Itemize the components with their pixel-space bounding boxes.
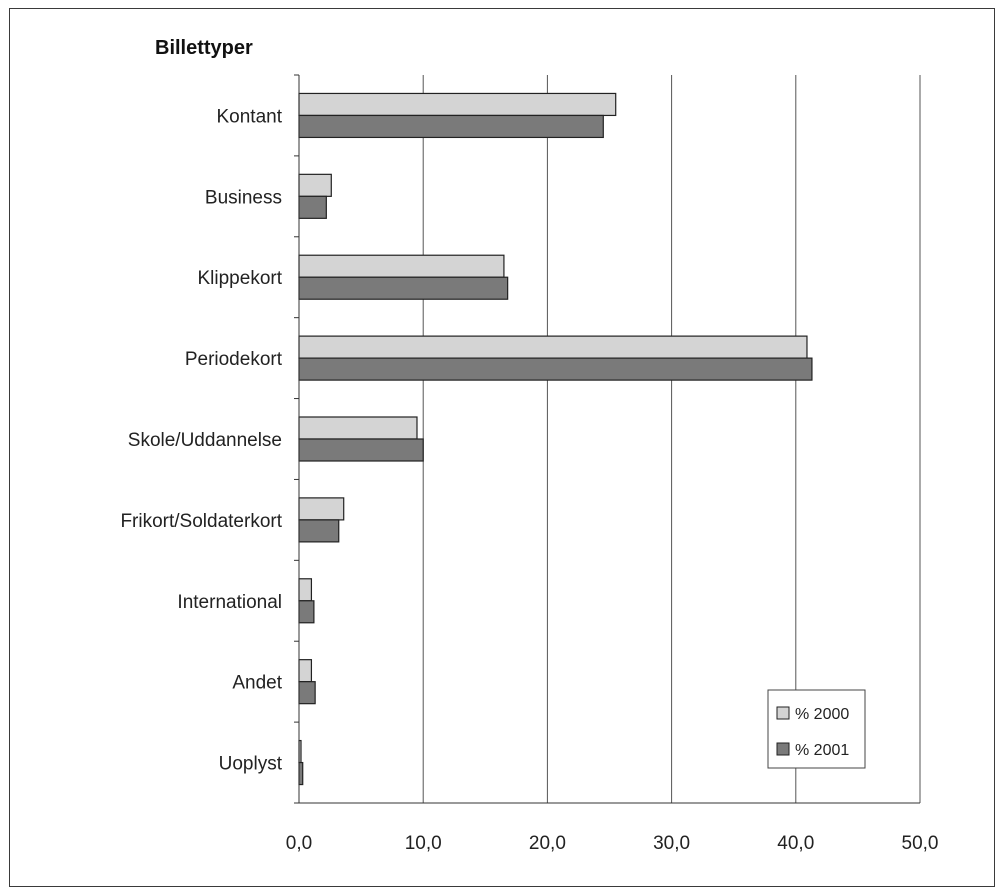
- category-label: Skole/Uddannelse: [128, 430, 282, 451]
- x-tick-label: 40,0: [777, 833, 814, 854]
- bar-2000: [298, 659, 313, 683]
- bar-2000: [298, 335, 808, 359]
- legend-swatch: [776, 706, 790, 720]
- legend-label: % 2001: [795, 742, 849, 759]
- x-tick-label: 0,0: [286, 833, 312, 854]
- bar-2001: [298, 600, 315, 624]
- bar-2001: [298, 519, 340, 543]
- bar-2000: [298, 92, 617, 117]
- bar-2001: [298, 761, 304, 786]
- x-tick-label: 30,0: [653, 833, 690, 854]
- x-tick-label: 10,0: [405, 833, 442, 854]
- category-label: Uoplyst: [219, 754, 283, 775]
- legend-label: % 2000: [795, 706, 849, 723]
- category-label: Kontant: [217, 106, 283, 127]
- category-label: Frikort/Soldaterkort: [120, 511, 282, 532]
- x-tick-label: 50,0: [902, 833, 939, 854]
- category-labels: Kontant Business Klippekort Periodekort Skol…: [120, 106, 282, 774]
- chart-title: Billettyper: [155, 37, 253, 59]
- bar-2000: [298, 497, 345, 521]
- bar-2001: [298, 357, 813, 381]
- category-label: Andet: [232, 673, 282, 694]
- bars: [298, 92, 813, 786]
- x-tick-label: 20,0: [529, 833, 566, 854]
- category-label: Business: [205, 187, 282, 208]
- gridlines: [294, 74, 921, 804]
- bar-2000: [298, 578, 313, 602]
- bar-2000: [298, 254, 505, 278]
- legend: % 2000 % 2001: [767, 689, 866, 769]
- bar-2001: [298, 276, 509, 300]
- bar-2001: [298, 195, 327, 219]
- bar-2000: [298, 416, 418, 440]
- x-tick-labels: 0,0 10,0 20,0 30,0 40,0 50,0: [286, 833, 939, 854]
- category-label: Periodekort: [185, 349, 283, 370]
- bar-2000: [298, 173, 332, 197]
- bar-2001: [298, 681, 316, 705]
- category-label: International: [177, 592, 282, 613]
- legend-swatch: [776, 742, 790, 756]
- category-label: Klippekort: [198, 268, 283, 289]
- bar-2001: [298, 114, 604, 139]
- bar-2001: [298, 438, 424, 462]
